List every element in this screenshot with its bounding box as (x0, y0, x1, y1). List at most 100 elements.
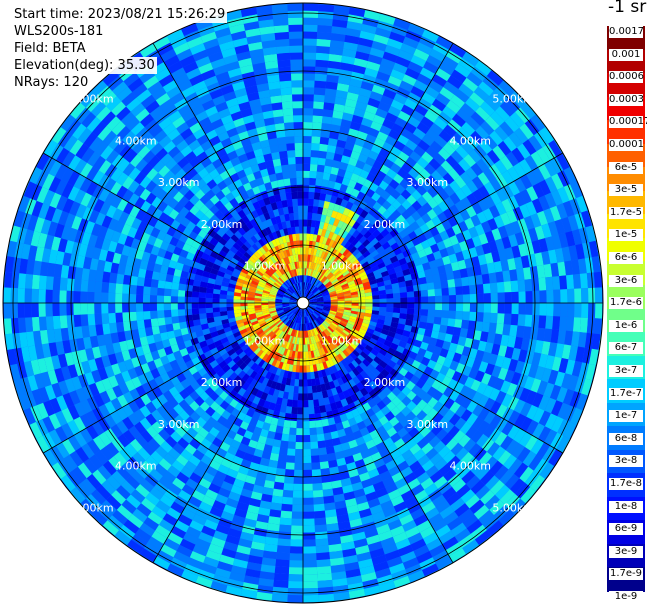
radar-bin (304, 289, 307, 297)
radar-bin (360, 449, 371, 459)
radar-bin (232, 384, 242, 394)
radar-bin (221, 281, 230, 288)
radar-bin (373, 241, 382, 250)
radar-bin (186, 320, 195, 328)
radar-bin (553, 303, 561, 317)
radar-bin (346, 263, 354, 271)
radar-bin (45, 316, 54, 330)
radar-bin (335, 252, 343, 260)
radar-bin (388, 179, 400, 190)
radar-bin (375, 186, 385, 197)
radar-bin (257, 199, 266, 208)
radar-bin (144, 352, 154, 363)
radar-bin (459, 268, 468, 278)
radar-bin (421, 191, 433, 203)
radar-bin (150, 318, 159, 327)
radar-bin (172, 275, 181, 284)
radar-bin (272, 284, 280, 290)
radar-bin (232, 355, 241, 364)
radar-bin (313, 289, 320, 295)
radar-bin (281, 496, 293, 505)
radar-bin (277, 244, 284, 253)
radar-bin (280, 354, 286, 363)
radar-bin (553, 289, 561, 303)
radar-bin (335, 197, 343, 206)
radar-bin (307, 308, 313, 314)
radar-bin (295, 156, 303, 164)
radar-bin (253, 251, 262, 259)
radar-bin (261, 361, 269, 370)
radar-bin (280, 332, 286, 340)
radar-bin (180, 217, 191, 228)
radar-bin (270, 395, 278, 404)
radar-bin (322, 310, 329, 315)
radar-bin (301, 330, 303, 338)
radar-bin (241, 289, 249, 295)
radar-bin (311, 219, 317, 228)
radar-bin (249, 285, 257, 291)
radar-bin (173, 414, 185, 427)
radar-bin (241, 314, 250, 320)
radar-bin (385, 288, 393, 295)
radar-bin (390, 355, 400, 364)
radar-bin (343, 290, 351, 295)
radar-bin (290, 328, 295, 337)
radar-bin (339, 161, 349, 171)
radar-bin (397, 323, 406, 331)
radar-bin (586, 272, 595, 289)
radar-bin (268, 295, 276, 299)
radar-bin (305, 247, 309, 255)
radar-bin (225, 330, 234, 337)
radar-bin (345, 325, 353, 331)
radar-bin (203, 247, 213, 256)
radar-bin (308, 351, 312, 359)
radar-bin (411, 384, 422, 395)
radar-bin (406, 285, 414, 293)
radar-bin (249, 370, 258, 379)
radar-bin (286, 448, 296, 456)
radar-bin (405, 156, 417, 168)
radar-bin (377, 390, 387, 401)
radar-bin (177, 341, 187, 351)
radar-bin (344, 307, 352, 311)
radar-bin (296, 261, 300, 269)
radar-bin (208, 443, 220, 454)
radar-bin (264, 317, 272, 322)
radar-bin (191, 291, 200, 298)
radar-bin (417, 270, 426, 279)
radar-bin (323, 397, 331, 406)
radar-bin (232, 212, 242, 222)
radar-bin (342, 349, 350, 358)
radar-bin (220, 314, 229, 321)
radar-bin (293, 292, 299, 299)
radar-bin (462, 285, 470, 295)
radar-bin (240, 268, 249, 275)
radar-bin (270, 202, 278, 211)
radar-bin (433, 316, 442, 325)
radar-bin (279, 405, 287, 413)
radar-bin (391, 396, 402, 407)
radar-bin (278, 259, 285, 267)
radar-bin (318, 4, 335, 13)
radar-bin (11, 317, 20, 334)
radar-bin (276, 418, 285, 427)
radar-bin (289, 553, 303, 561)
radar-bin (265, 329, 272, 336)
radar-bin (303, 101, 314, 109)
radar-bin (581, 288, 589, 303)
radar-bin (215, 241, 225, 250)
radar-bin (292, 262, 296, 270)
radar-bin (211, 223, 221, 233)
radar-bin (371, 287, 379, 293)
radar-bin (303, 337, 306, 345)
radar-bin (268, 459, 278, 468)
radar-bin (393, 173, 404, 185)
radar-bin (382, 324, 391, 331)
radar-bin (282, 303, 290, 306)
radar-bin (360, 378, 369, 388)
radar-bin (317, 264, 322, 272)
radar-bin (246, 229, 254, 239)
radar-bin (250, 283, 258, 288)
radar-bin (250, 387, 259, 397)
radar-bin (362, 163, 373, 173)
